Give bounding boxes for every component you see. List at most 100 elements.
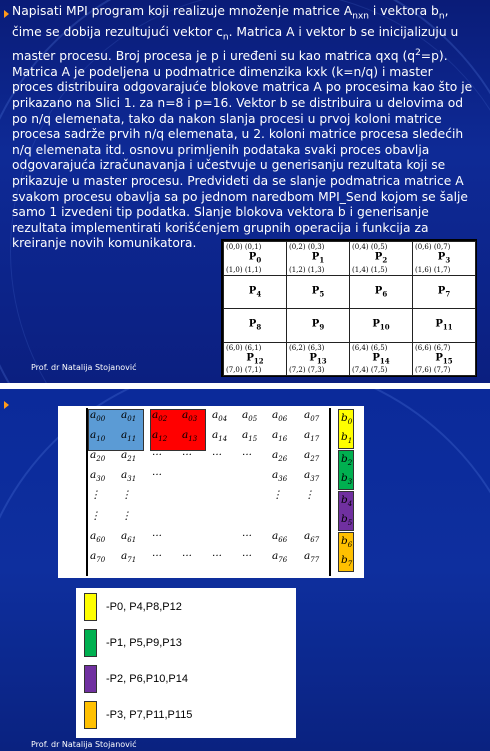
index-label: (7,2) (7,3) <box>289 366 325 374</box>
index-label: (7,6) (7,7) <box>415 366 451 374</box>
footer-author: Prof. dr Natalija Stojanović <box>31 363 137 372</box>
index-label: (6,4) (6,5) <box>352 343 388 352</box>
slide-2: a00 a01 a02 a03 a04 a05 a06 a07 a10 a11 a12 a13 a14 a… <box>0 389 490 751</box>
legend-label: -P2, P6,P10,P14 <box>106 673 188 685</box>
index-label: (1,4) (1,5) <box>352 265 388 274</box>
process-label: P12 <box>246 352 264 366</box>
slide-separator <box>0 383 490 389</box>
matrix-element: ··· <box>152 530 163 542</box>
matrix-element: a26 <box>272 449 288 464</box>
matrix-element: a15 <box>242 429 258 444</box>
matrix-element: ··· <box>152 469 163 481</box>
process-label: P3 <box>437 251 451 265</box>
process-cell: (0,6) (0,7) (1,6) (1,7) P3 <box>412 241 476 276</box>
matrix-element: a71 <box>121 550 137 565</box>
process-cell: (0,4) (0,5) (1,4) (1,5) P2 <box>349 241 413 276</box>
process-cell: (6,6) (6,7) (7,6) (7,7) P15 <box>412 341 476 376</box>
matrix-element: a66 <box>272 530 288 545</box>
process-cell: P10 <box>349 308 413 343</box>
highlight-block <box>88 409 144 451</box>
process-label: P8 <box>248 318 262 332</box>
process-cell: P11 <box>412 308 476 343</box>
matrix-element: a03 <box>182 409 198 424</box>
matrix-element: a17 <box>304 429 320 444</box>
index-label: (6,2) (6,3) <box>289 343 325 352</box>
process-cell: (0,0) (0,1) (1,0) (1,1) P0 <box>223 241 287 276</box>
matrix-element: a60 <box>90 530 106 545</box>
vector-element: b4 <box>341 494 353 509</box>
vector-element: b0 <box>341 412 353 427</box>
process-grid-figure: (0,0) (0,1) (1,0) (1,1) P0 (0,2) (0,3) (1,2)… <box>221 239 477 377</box>
vector-element: b2 <box>341 453 353 468</box>
legend-label: -P0, P4,P8,P12 <box>106 601 182 613</box>
process-cell: P9 <box>286 308 350 343</box>
matrix-element: a20 <box>90 449 106 464</box>
matrix-element: a13 <box>182 429 198 444</box>
matrix-element: a04 <box>212 409 228 424</box>
matrix-element: a05 <box>242 409 258 424</box>
process-cell: (6,0) (6,1) (7,0) (7,1) P12 <box>223 341 287 376</box>
process-cell: P6 <box>349 274 413 309</box>
matrix-element: a02 <box>152 409 168 424</box>
process-label: P9 <box>311 318 325 332</box>
matrix-element: a27 <box>304 449 320 464</box>
matrix-element: ⋮ <box>121 510 132 522</box>
index-label: (0,0) (0,1) <box>226 243 262 251</box>
matrix-element: ··· <box>212 449 223 461</box>
matrix-element: a07 <box>304 409 320 424</box>
bullet-icon <box>4 401 9 409</box>
process-label: P15 <box>435 352 453 366</box>
legend-swatch <box>84 629 97 657</box>
index-label: (6,0) (6,1) <box>226 343 262 352</box>
vector-element: b3 <box>341 472 353 487</box>
matrix-element: ··· <box>182 550 193 562</box>
vector-element: b6 <box>341 535 353 550</box>
process-label: P6 <box>374 285 388 299</box>
process-cell: (6,4) (6,5) (7,4) (7,5) P14 <box>349 341 413 376</box>
process-cell: (0,2) (0,3) (1,2) (1,3) P1 <box>286 241 350 276</box>
legend: -P0, P4,P8,P12 -P1, P5,P9,P13 -P2, P6,P10,… <box>76 588 296 738</box>
highlight-block <box>150 409 206 451</box>
matrix-element: a36 <box>272 469 288 484</box>
index-label: (0,2) (0,3) <box>289 243 325 251</box>
matrix-element: ··· <box>182 449 193 461</box>
bullet-icon <box>4 10 9 18</box>
matrix-element: a12 <box>152 429 168 444</box>
index-label: (0,6) (0,7) <box>415 243 451 251</box>
vector-element: b5 <box>341 513 353 528</box>
matrix-element: a37 <box>304 469 320 484</box>
matrix-element: ··· <box>152 550 163 562</box>
index-label: (7,0) (7,1) <box>226 366 262 374</box>
matrix-element: a21 <box>121 449 137 464</box>
matrix-element: a67 <box>304 530 320 545</box>
index-label: (0,4) (0,5) <box>352 243 388 251</box>
matrix-element: ⋮ <box>90 489 101 501</box>
matrix-element: ··· <box>212 550 223 562</box>
process-label: P10 <box>372 318 390 332</box>
matrix-element: ⋮ <box>121 489 132 501</box>
process-label: P4 <box>248 285 262 299</box>
matrix-element: ··· <box>242 550 253 562</box>
vector-block: b4 b5 <box>338 491 354 531</box>
legend-swatch <box>84 593 97 621</box>
matrix-element: a70 <box>90 550 106 565</box>
matrix-element: a06 <box>272 409 288 424</box>
process-cell: P7 <box>412 274 476 309</box>
matrix-bracket <box>329 408 331 576</box>
process-cell: (6,2) (6,3) (7,2) (7,3) P13 <box>286 341 350 376</box>
matrix-element: a14 <box>212 429 228 444</box>
matrix-element: ⋮ <box>272 489 283 501</box>
process-label: P7 <box>437 285 451 299</box>
process-cell: P4 <box>223 274 287 309</box>
problem-text: Napisati MPI program koji realizuje množ… <box>12 4 473 251</box>
matrix-bracket <box>86 408 88 576</box>
matrix-element: a76 <box>272 550 288 565</box>
index-label: (1,6) (1,7) <box>415 265 451 274</box>
matrix-element: ··· <box>152 449 163 461</box>
matrix-element: a30 <box>90 469 106 484</box>
process-label: P14 <box>372 352 390 366</box>
slide-1: Napisati MPI program koji realizuje množ… <box>0 0 490 383</box>
index-label: (7,4) (7,5) <box>352 366 388 374</box>
matrix-element: a10 <box>90 429 106 444</box>
process-label: P11 <box>435 318 453 332</box>
